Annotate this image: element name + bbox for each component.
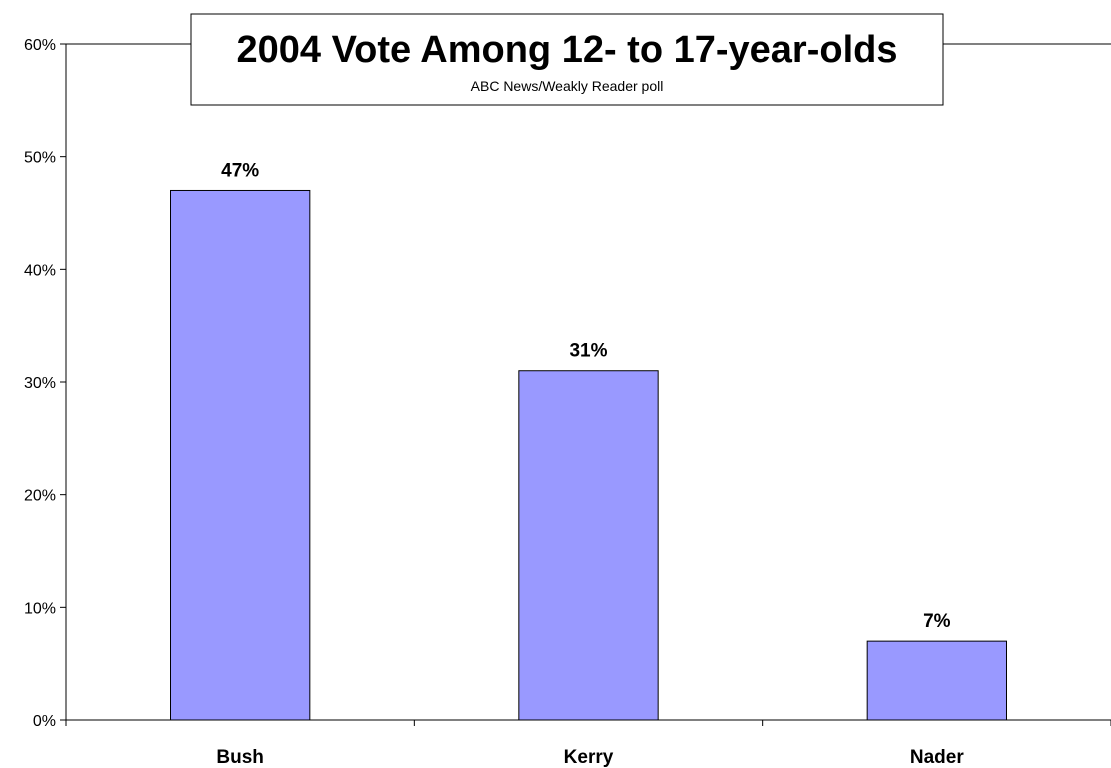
category-labels: Bush Kerry Nader	[216, 747, 964, 768]
bar-kerry	[518, 370, 659, 721]
y-tick-label: 30%	[24, 375, 56, 392]
y-tick-label: 50%	[24, 150, 56, 167]
bars	[170, 189, 1008, 721]
title-box-frame	[190, 13, 944, 106]
y-tick-label: 40%	[24, 262, 56, 279]
category-label-kerry: Kerry	[564, 747, 614, 768]
y-tick-label: 10%	[24, 600, 56, 617]
data-labels: 47% 31% 7%	[221, 160, 951, 632]
chart-subtitle: ABC News/Weakly Reader poll	[471, 78, 664, 94]
y-tick-label: 20%	[24, 488, 56, 505]
data-label-nader: 7%	[923, 611, 951, 632]
bar-bush	[170, 189, 311, 721]
data-label-kerry: 31%	[569, 341, 607, 362]
y-tick-label: 60%	[24, 37, 56, 54]
chart-title: 2004 Vote Among 12- to 17-year-olds	[237, 29, 898, 71]
data-label-bush: 47%	[221, 160, 259, 181]
x-ticks	[65, 720, 1111, 726]
bar-nader	[866, 640, 1008, 721]
title-box: 2004 Vote Among 12- to 17-year-olds ABC …	[190, 13, 944, 106]
y-ticks: 0% 10% 20% 30% 40% 50% 60%	[24, 37, 66, 730]
category-label-bush: Bush	[216, 747, 264, 768]
y-tick-label: 0%	[33, 713, 56, 730]
category-label-nader: Nader	[910, 747, 964, 768]
